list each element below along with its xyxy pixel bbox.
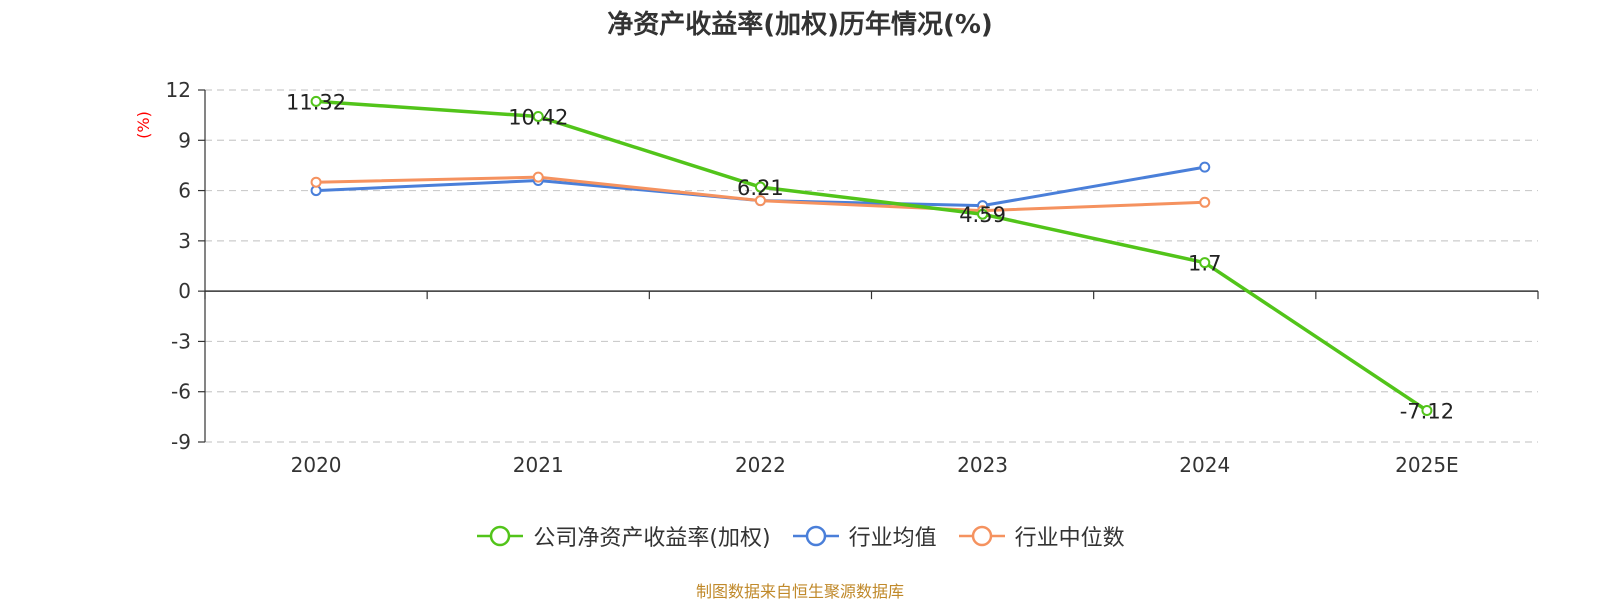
data-label: 11.32 [286, 90, 346, 114]
legend-item[interactable]: 行业中位数 [957, 520, 1125, 552]
data-labels: 11.32 10.42 6.21 4.59 1.7 -7.12 [286, 90, 1454, 423]
legend-item[interactable]: 公司净资产收益率(加权) [475, 520, 771, 552]
grid-lines [205, 89, 1538, 443]
legend-label: 行业中位数 [1014, 526, 1125, 551]
data-point [310, 176, 322, 188]
legend-label: 公司净资产收益率(加权) [533, 526, 771, 551]
x-tick-label: 2024 [1179, 453, 1230, 477]
y-tick-label: 0 [178, 279, 191, 303]
data-point [1421, 404, 1433, 416]
data-point [1199, 196, 1211, 208]
legend-label: 行业均值 [848, 526, 937, 551]
data-point [977, 208, 989, 220]
y-axis-label: (%) [134, 111, 153, 139]
legend: 公司净资产收益率(加权) 行业均值 行业中位数 [0, 520, 1600, 552]
axes: 12 9 6 3 0 -3 -6 -9 2020 2021 2022 2023 2024 2025E [166, 78, 1539, 477]
x-tick-label: 2023 [957, 453, 1008, 477]
series-lines [310, 95, 1433, 416]
data-label: 6.21 [737, 176, 784, 200]
data-point [754, 195, 766, 207]
data-source-note: 制图数据来自恒生聚源数据库 [695, 582, 904, 601]
y-tick-label: 3 [178, 229, 191, 253]
data-label: 4.59 [959, 203, 1006, 227]
legend-swatch-icon [958, 525, 1005, 547]
data-point [310, 95, 322, 107]
data-point [1199, 257, 1211, 269]
data-label: 10.42 [508, 105, 568, 129]
data-label: -7.12 [1400, 399, 1454, 423]
data-label: 1.7 [1188, 252, 1221, 276]
legend-item[interactable]: 行业均值 [791, 520, 937, 552]
legend-swatch-icon [477, 525, 524, 547]
x-tick-label: 2020 [291, 453, 342, 477]
y-tick-label: -3 [171, 329, 191, 353]
data-point [532, 110, 544, 122]
y-tick-label: -9 [171, 430, 191, 454]
data-point [532, 171, 544, 183]
y-tick-label: 6 [178, 179, 191, 203]
y-tick-label: 9 [178, 128, 191, 152]
series-line [315, 99, 1428, 412]
y-tick-label: 12 [166, 78, 191, 102]
data-point [754, 181, 766, 193]
data-point [1199, 161, 1211, 173]
legend-swatch-icon [792, 525, 839, 547]
chart-title: 净资产收益率(加权)历年情况(%) [607, 10, 993, 40]
x-tick-label: 2025E [1395, 453, 1459, 477]
y-tick-label: -6 [171, 380, 191, 404]
x-tick-label: 2022 [735, 453, 786, 477]
x-tick-label: 2021 [513, 453, 564, 477]
